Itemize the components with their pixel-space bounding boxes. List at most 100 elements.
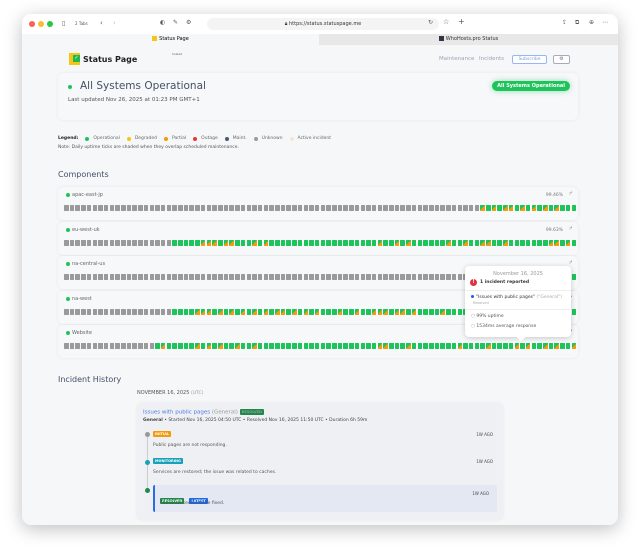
uptime-tick[interactable] <box>178 308 183 315</box>
uptime-tick[interactable] <box>275 343 280 350</box>
uptime-tick[interactable] <box>92 308 98 315</box>
uptime-tick[interactable] <box>138 274 143 281</box>
external-link-icon[interactable]: ↱ <box>568 260 573 267</box>
uptime-tick[interactable] <box>417 343 423 350</box>
uptime-tick[interactable] <box>337 205 343 211</box>
uptime-tick[interactable] <box>223 308 229 315</box>
uptime-tick[interactable] <box>235 308 240 315</box>
uptime-tick[interactable] <box>69 343 75 350</box>
uptime-tick[interactable] <box>394 308 400 315</box>
uptime-tick[interactable] <box>320 239 326 246</box>
uptime-tick[interactable] <box>332 205 337 211</box>
uptime-tick[interactable] <box>263 239 269 246</box>
uptime-tick[interactable] <box>143 343 149 350</box>
more-icon[interactable]: ⋯ <box>602 19 608 26</box>
uptime-tick[interactable] <box>86 274 92 281</box>
uptime-tick[interactable] <box>377 274 383 281</box>
uptime-tick[interactable] <box>571 274 577 281</box>
uptime-tick[interactable] <box>486 343 491 350</box>
uptime-tick[interactable] <box>354 239 360 246</box>
uptime-tick[interactable] <box>491 343 497 350</box>
uptime-tick[interactable] <box>326 205 331 211</box>
uptime-tick[interactable] <box>69 308 75 315</box>
uptime-tick[interactable] <box>263 274 269 281</box>
uptime-tick[interactable] <box>92 343 98 350</box>
uptime-tick[interactable] <box>560 239 565 246</box>
uptime-tick[interactable] <box>354 205 360 211</box>
uptime-tick[interactable] <box>92 274 98 281</box>
uptime-tick[interactable] <box>480 239 485 246</box>
external-link-icon[interactable]: ↱ <box>568 225 573 232</box>
uptime-tick[interactable] <box>263 205 269 211</box>
uptime-tick[interactable] <box>138 343 143 350</box>
uptime-tick[interactable] <box>440 343 445 350</box>
uptime-tick[interactable] <box>560 343 565 350</box>
uptime-tick[interactable] <box>160 343 166 350</box>
uptime-tick[interactable] <box>303 343 309 350</box>
uptime-tick[interactable] <box>98 343 103 350</box>
uptime-tick[interactable] <box>149 274 155 281</box>
uptime-tick[interactable] <box>240 343 246 350</box>
uptime-tick[interactable] <box>172 308 177 315</box>
uptime-tick[interactable] <box>314 205 320 211</box>
uptime-tick[interactable] <box>497 205 502 211</box>
uptime-tick[interactable] <box>223 205 229 211</box>
uptime-tick[interactable] <box>377 343 383 350</box>
uptime-tick[interactable] <box>64 308 69 315</box>
uptime-tick[interactable] <box>166 308 172 315</box>
uptime-tick[interactable] <box>508 343 514 350</box>
uptime-tick[interactable] <box>457 343 463 350</box>
uptime-tick[interactable] <box>360 239 366 246</box>
uptime-tick[interactable] <box>132 274 137 281</box>
uptime-tick[interactable] <box>126 239 132 246</box>
uptime-tick[interactable] <box>126 205 132 211</box>
uptime-tick[interactable] <box>200 343 206 350</box>
uptime-tick[interactable] <box>121 239 126 246</box>
uptime-tick[interactable] <box>235 274 240 281</box>
uptime-tick[interactable] <box>92 239 98 246</box>
uptime-tick[interactable] <box>360 308 366 315</box>
uptime-tick[interactable] <box>309 239 314 246</box>
uptime-tick[interactable] <box>81 308 86 315</box>
uptime-tick[interactable] <box>560 205 565 211</box>
uptime-tick[interactable] <box>383 343 388 350</box>
uptime-tick[interactable] <box>246 274 252 281</box>
uptime-tick[interactable] <box>143 239 149 246</box>
uptime-tick[interactable] <box>155 274 160 281</box>
uptime-tick[interactable] <box>337 343 343 350</box>
uptime-tick[interactable] <box>440 274 445 281</box>
uptime-tick[interactable] <box>371 205 377 211</box>
uptime-tick[interactable] <box>217 308 223 315</box>
uptime-tick[interactable] <box>525 343 531 350</box>
uptime-tick[interactable] <box>286 308 291 315</box>
uptime-tick[interactable] <box>98 239 103 246</box>
uptime-tick[interactable] <box>434 205 440 211</box>
uptime-tick[interactable] <box>189 274 194 281</box>
uptime-tick[interactable] <box>463 343 468 350</box>
uptime-tick[interactable] <box>337 239 343 246</box>
uptime-tick[interactable] <box>480 205 485 211</box>
uptime-tick[interactable] <box>206 205 212 211</box>
uptime-tick[interactable] <box>200 308 206 315</box>
uptime-tick[interactable] <box>389 239 394 246</box>
uptime-tick[interactable] <box>183 205 189 211</box>
incident-title[interactable]: Issues with public pages (General) RESOL… <box>143 409 264 416</box>
uptime-tick[interactable] <box>292 205 297 211</box>
uptime-tick[interactable] <box>132 343 137 350</box>
nav-incidents[interactable]: Incidents <box>479 56 505 62</box>
uptime-tick[interactable] <box>394 239 400 246</box>
uptime-tick[interactable] <box>64 239 69 246</box>
uptime-tick[interactable] <box>138 205 143 211</box>
uptime-tick[interactable] <box>520 343 525 350</box>
uptime-tick[interactable] <box>257 239 263 246</box>
uptime-tick[interactable] <box>520 239 525 246</box>
uptime-tick[interactable] <box>292 343 297 350</box>
tabs-count[interactable]: 2 Tabs <box>75 21 88 26</box>
uptime-tick[interactable] <box>81 274 86 281</box>
uptime-tick[interactable] <box>121 274 126 281</box>
uptime-tick[interactable] <box>480 343 485 350</box>
uptime-tick[interactable] <box>92 205 98 211</box>
uptime-tick[interactable] <box>371 239 377 246</box>
uptime-tick[interactable] <box>463 239 468 246</box>
uptime-tick[interactable] <box>394 205 400 211</box>
